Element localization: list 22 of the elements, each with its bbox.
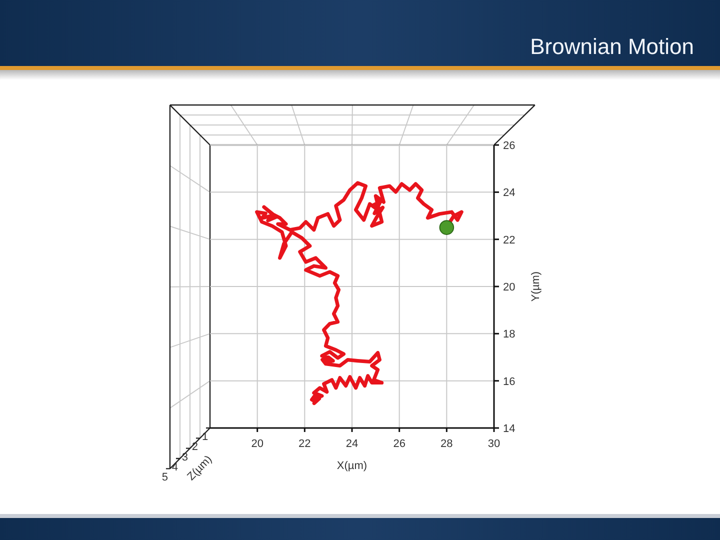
text: 5 xyxy=(162,472,168,484)
y-tick-label: 24 xyxy=(503,187,516,200)
y-axis-title: Y(µm) xyxy=(530,271,542,302)
text: 2 xyxy=(192,441,198,454)
x-axis-title: X(µm) xyxy=(336,460,368,472)
x-tick-label: 28 xyxy=(440,438,453,450)
x-tick-label: 22 xyxy=(298,438,311,450)
x-tick-label: 24 xyxy=(346,438,358,450)
text: 4 xyxy=(172,462,178,474)
text: 3 xyxy=(182,451,188,464)
text: Brownian Motion xyxy=(530,34,694,59)
y-tick-label: 26 xyxy=(503,140,516,152)
y-tick-label: 16 xyxy=(503,376,516,388)
y-tick-label: 18 xyxy=(503,328,516,341)
y-tick-label: 14 xyxy=(503,423,516,435)
y-tick-label: 20 xyxy=(503,282,516,294)
x-tick-label: 26 xyxy=(393,438,406,450)
y-tick-label: 22 xyxy=(503,234,516,246)
line-series xyxy=(255,181,464,406)
x-tick-label: 20 xyxy=(251,438,264,450)
x-tick-label: 30 xyxy=(488,438,500,450)
text: 1 xyxy=(202,431,208,443)
